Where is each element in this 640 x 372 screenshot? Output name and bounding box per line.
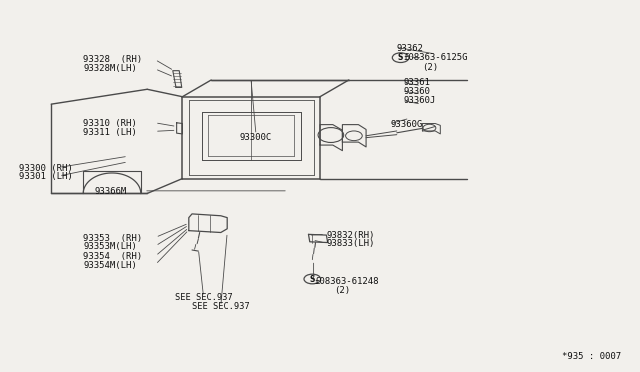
Text: 93328M(LH): 93328M(LH)	[83, 64, 137, 73]
Text: 93360G: 93360G	[390, 120, 422, 129]
Text: 93300C: 93300C	[240, 133, 272, 142]
Text: 93353  (RH): 93353 (RH)	[83, 234, 142, 243]
Text: £08363-6125G: £08363-6125G	[403, 53, 468, 62]
Text: 93362: 93362	[397, 44, 424, 53]
Text: 93311 (LH): 93311 (LH)	[83, 128, 137, 137]
Text: (2): (2)	[422, 63, 438, 72]
Text: 93360J: 93360J	[403, 96, 435, 105]
Text: 93832(RH): 93832(RH)	[326, 231, 375, 240]
Text: 93360: 93360	[403, 87, 430, 96]
Text: SEE SEC.937: SEE SEC.937	[175, 293, 232, 302]
Text: S: S	[398, 53, 403, 62]
Text: 93310 (RH): 93310 (RH)	[83, 119, 137, 128]
Text: 93328  (RH): 93328 (RH)	[83, 55, 142, 64]
Text: SEE SEC.937: SEE SEC.937	[192, 302, 250, 311]
Text: £08363-61248: £08363-61248	[315, 277, 380, 286]
Text: 93833(LH): 93833(LH)	[326, 239, 375, 248]
Text: 93354  (RH): 93354 (RH)	[83, 252, 142, 261]
Text: 93354M(LH): 93354M(LH)	[83, 261, 137, 270]
Text: 93301 (LH): 93301 (LH)	[19, 172, 73, 181]
Text: 93366M: 93366M	[95, 187, 127, 196]
Text: S: S	[310, 275, 315, 283]
Text: 93300 (RH): 93300 (RH)	[19, 164, 73, 173]
Text: (2): (2)	[334, 286, 350, 295]
Text: 93361: 93361	[403, 78, 430, 87]
Text: *935 : 0007: *935 : 0007	[562, 352, 621, 361]
Text: 93353M(LH): 93353M(LH)	[83, 242, 137, 251]
